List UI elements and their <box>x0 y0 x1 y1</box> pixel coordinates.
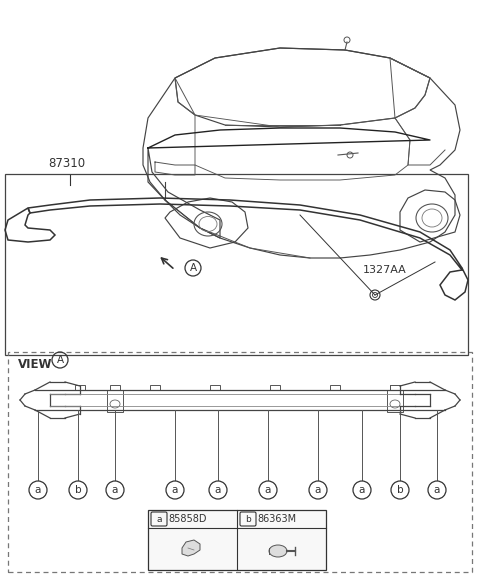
Text: b: b <box>396 485 403 495</box>
Text: 87310: 87310 <box>48 157 85 170</box>
Text: A: A <box>57 355 63 365</box>
Polygon shape <box>182 540 200 556</box>
Text: a: a <box>172 485 178 495</box>
Bar <box>150 385 160 390</box>
Text: b: b <box>245 514 251 523</box>
Bar <box>387 390 403 412</box>
Bar <box>210 385 220 390</box>
Text: 86363M: 86363M <box>257 514 296 524</box>
Text: VIEW: VIEW <box>18 358 52 371</box>
Bar <box>148 510 326 570</box>
Bar <box>75 385 85 390</box>
Bar <box>5 174 468 355</box>
Text: a: a <box>156 514 162 523</box>
Bar <box>270 385 280 390</box>
Text: A: A <box>190 263 197 273</box>
Text: 85858D: 85858D <box>168 514 206 524</box>
Bar <box>107 390 123 412</box>
Text: a: a <box>315 485 321 495</box>
Text: a: a <box>35 485 41 495</box>
Bar <box>390 385 400 390</box>
Text: a: a <box>434 485 440 495</box>
Text: a: a <box>359 485 365 495</box>
Text: a: a <box>265 485 271 495</box>
Ellipse shape <box>269 545 287 557</box>
Text: b: b <box>75 485 81 495</box>
Bar <box>390 385 400 390</box>
Bar <box>8 352 472 572</box>
Bar <box>110 385 120 390</box>
Text: 1327AA: 1327AA <box>363 265 407 275</box>
Text: a: a <box>215 485 221 495</box>
Text: a: a <box>112 485 118 495</box>
Bar <box>330 385 340 390</box>
